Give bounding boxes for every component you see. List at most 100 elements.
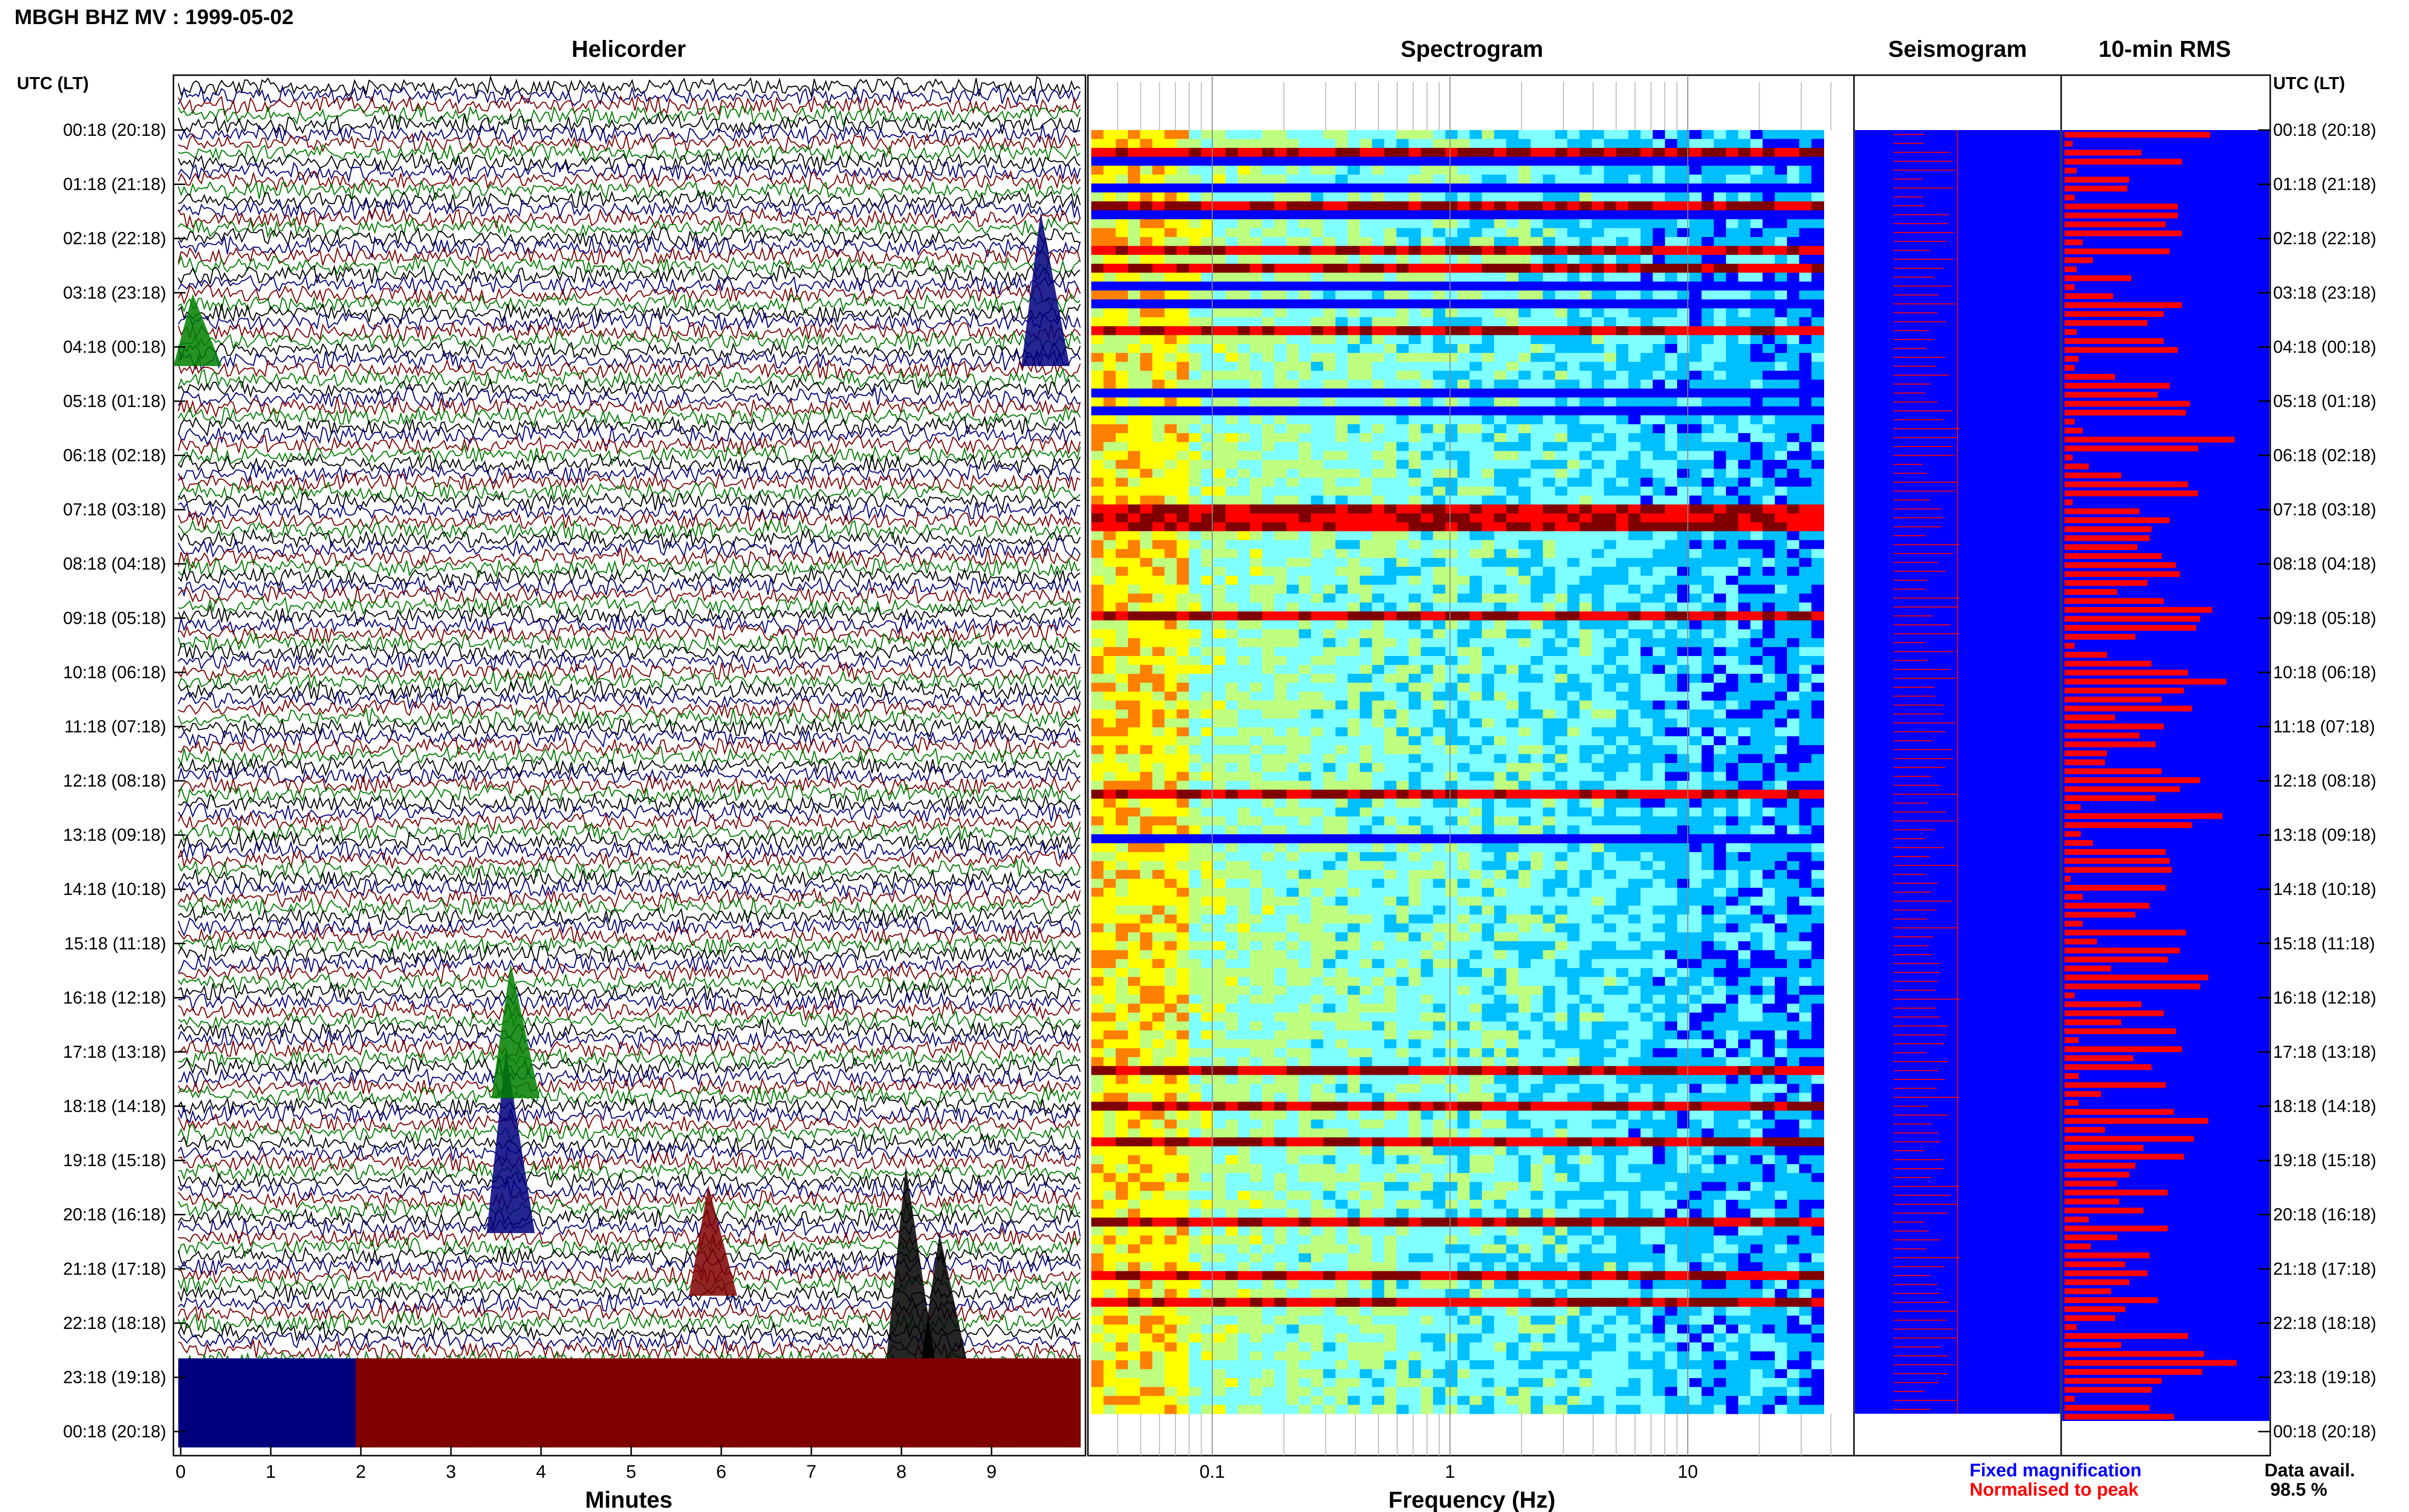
spectrogram-cell xyxy=(1555,388,1568,398)
spectrogram-cell xyxy=(1531,584,1544,594)
spectrogram-cell xyxy=(1128,317,1141,327)
spectrogram-cell xyxy=(1408,442,1421,451)
spectrogram-cell xyxy=(1811,665,1824,674)
spectrogram-cell xyxy=(1579,370,1592,380)
spectrogram-cell xyxy=(1641,710,1654,719)
spectrogram-cell xyxy=(1665,380,1678,389)
spectrogram-cell xyxy=(1408,139,1421,148)
spectrogram-cell xyxy=(1225,184,1238,193)
spectrogram-cell xyxy=(1531,754,1544,763)
spectrogram-cell xyxy=(1457,799,1470,808)
spectrogram-cell xyxy=(1445,540,1458,550)
spectrogram-cell xyxy=(1262,433,1275,443)
spectrogram-cell xyxy=(1360,166,1373,175)
spectrogram-cell xyxy=(1286,148,1299,158)
spectrogram-cell xyxy=(1616,362,1629,371)
spectrogram-cell xyxy=(1384,317,1397,327)
spectrogram-cell xyxy=(1494,433,1507,443)
spectrogram-cell xyxy=(1177,290,1190,300)
spectrogram-cell xyxy=(1811,495,1824,505)
spectrogram-cell xyxy=(1103,807,1116,817)
spectrogram-cell xyxy=(1567,281,1580,291)
spectrogram-cell xyxy=(1579,388,1592,398)
spectrogram-cell xyxy=(1152,460,1165,469)
spectrogram-cell xyxy=(1604,647,1617,657)
spectrogram-cell xyxy=(1286,656,1299,665)
spectrogram-cell xyxy=(1616,130,1629,140)
spectrogram-cell xyxy=(1482,406,1495,416)
spectrogram-cell xyxy=(1360,174,1373,184)
spectrogram-cell xyxy=(1360,353,1373,362)
spectrogram-cell xyxy=(1604,201,1617,211)
spectrogram-cell xyxy=(1506,353,1519,362)
spectrogram-cell xyxy=(1103,710,1116,719)
spectrogram-cell xyxy=(1628,362,1641,371)
spectrogram-cell xyxy=(1701,174,1714,184)
spectrogram-cell xyxy=(1762,763,1775,773)
spectrogram-cell xyxy=(1445,531,1458,540)
spectrogram-cell xyxy=(1091,228,1104,237)
spectrogram-cell xyxy=(1604,611,1617,621)
spectrogram-cell xyxy=(1616,629,1629,639)
spectrogram-cell xyxy=(1531,710,1544,719)
spectrogram-cell xyxy=(1543,504,1556,514)
spectrogram-cell xyxy=(1653,157,1666,166)
spectrogram-cell xyxy=(1091,469,1104,478)
spectrogram-cell xyxy=(1750,370,1763,380)
spectrogram-cell xyxy=(1408,710,1421,719)
spectrogram-cell xyxy=(1250,335,1263,344)
spectrogram-cell xyxy=(1140,406,1153,416)
spectrogram-cell xyxy=(1482,540,1495,550)
spectrogram-cell xyxy=(1165,673,1178,683)
spectrogram-cell xyxy=(1335,139,1348,148)
spectrogram-cell xyxy=(1238,691,1251,701)
spectrogram-cell xyxy=(1348,210,1361,220)
spectrogram-cell xyxy=(1189,611,1202,621)
spectrogram-cell xyxy=(1115,451,1128,460)
spectrogram-cell xyxy=(1091,638,1104,647)
spectrogram-cell xyxy=(1616,816,1629,826)
spectrogram-cell xyxy=(1348,727,1361,737)
spectrogram-cell xyxy=(1384,442,1397,451)
spectrogram-cell xyxy=(1238,290,1251,300)
spectrogram-cell xyxy=(1714,406,1727,416)
spectrogram-cell xyxy=(1348,718,1361,728)
spectrogram-cell xyxy=(1201,380,1214,389)
spectrogram-cell xyxy=(1677,380,1690,389)
spectrogram-cell xyxy=(1689,397,1702,407)
spectrogram-cell xyxy=(1128,718,1141,728)
spectrogram-cell xyxy=(1714,362,1727,371)
spectrogram-cell xyxy=(1591,370,1604,380)
spectrogram-cell xyxy=(1140,683,1153,692)
spectrogram-cell xyxy=(1152,290,1165,300)
spectrogram-cell xyxy=(1177,540,1190,550)
helicorder-trace xyxy=(177,528,1081,550)
spectrogram-cell xyxy=(1811,460,1824,469)
spectrogram-cell xyxy=(1250,611,1263,621)
spectrogram-cell xyxy=(1323,397,1336,407)
spectrogram-cell xyxy=(1225,210,1238,220)
spectrogram-cell xyxy=(1384,691,1397,701)
spectrogram-cell xyxy=(1811,201,1824,211)
spectrogram-cell xyxy=(1750,611,1763,621)
spectrogram-cell xyxy=(1641,353,1654,362)
spectrogram-cell xyxy=(1653,388,1666,398)
spectrogram-cell xyxy=(1653,317,1666,327)
spectrogram-cell xyxy=(1701,281,1714,291)
spectrogram-cell xyxy=(1140,745,1153,755)
spectrogram-cell xyxy=(1653,691,1666,701)
spectrogram-cell xyxy=(1421,718,1434,728)
spectrogram-cell xyxy=(1616,566,1629,576)
spectrogram-cell xyxy=(1665,710,1678,719)
spectrogram-cell xyxy=(1225,174,1238,184)
spectrogram-cell xyxy=(1604,460,1617,469)
spectrogram-cell xyxy=(1665,290,1678,300)
spectrogram-cell xyxy=(1604,424,1617,434)
spectrogram-cell xyxy=(1213,540,1226,550)
spectrogram-cell xyxy=(1628,504,1641,514)
spectrogram-cell xyxy=(1518,415,1531,425)
spectrogram-cell xyxy=(1799,531,1812,540)
spectrogram-cell xyxy=(1433,246,1446,255)
spectrogram-cell xyxy=(1189,656,1202,665)
spectrogram-cell xyxy=(1433,460,1446,469)
